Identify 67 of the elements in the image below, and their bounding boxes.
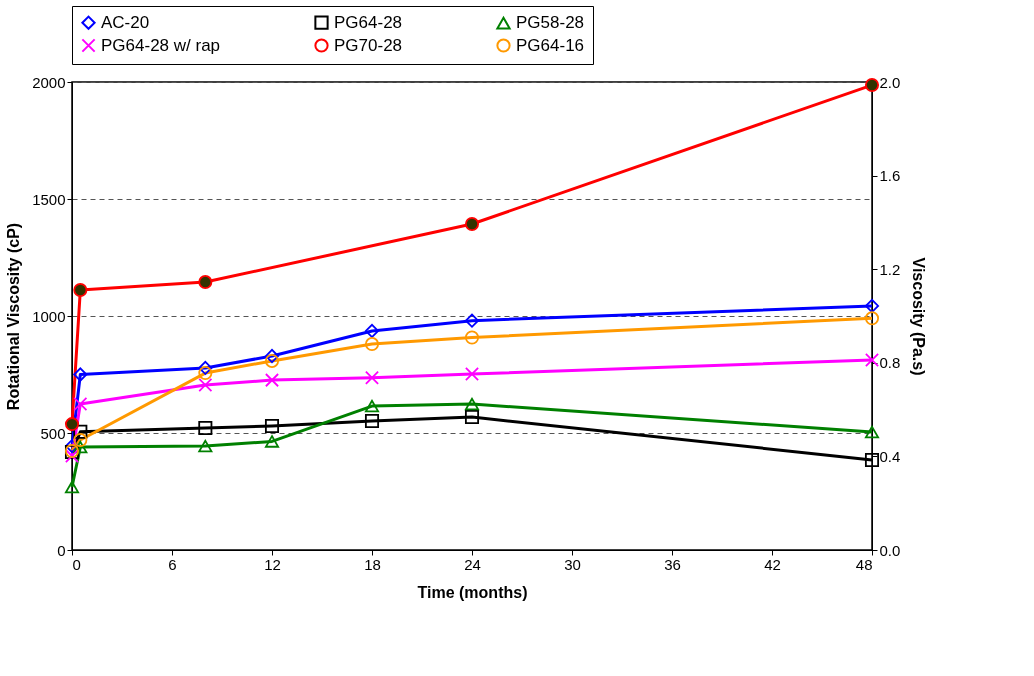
point bbox=[73, 424, 88, 439]
point bbox=[264, 435, 280, 448]
y2-tick-label: 2.0 bbox=[879, 73, 901, 91]
point bbox=[864, 311, 880, 326]
x-tick-label: 24 bbox=[464, 555, 481, 573]
legend-label: PG64-28 w/ rap bbox=[101, 35, 221, 55]
point bbox=[73, 283, 88, 298]
point bbox=[198, 439, 213, 453]
y2-tick-label: 1.2 bbox=[879, 260, 901, 278]
point bbox=[264, 353, 280, 368]
point bbox=[464, 367, 480, 382]
point bbox=[464, 217, 480, 232]
y2-tick-label: 1.6 bbox=[879, 167, 901, 185]
point bbox=[364, 370, 380, 385]
point bbox=[864, 78, 880, 93]
legend-label: PG64-16 bbox=[516, 35, 585, 55]
x-tick-label: 12 bbox=[264, 555, 281, 573]
point bbox=[73, 433, 88, 448]
x-tick-label: 0 bbox=[72, 555, 81, 573]
point bbox=[864, 452, 880, 467]
point bbox=[64, 439, 80, 454]
point bbox=[198, 275, 213, 290]
point bbox=[364, 323, 380, 338]
y2-tick-label: 0.0 bbox=[879, 541, 901, 559]
legend-label: AC-20 bbox=[101, 12, 150, 32]
point bbox=[198, 360, 213, 375]
point bbox=[364, 399, 380, 413]
point bbox=[198, 378, 213, 393]
point bbox=[64, 480, 80, 494]
y-tick-label: 0 bbox=[57, 541, 66, 559]
legend-label: PG70-28 bbox=[334, 35, 403, 55]
point bbox=[364, 337, 380, 352]
y2-tick-label: 0.4 bbox=[879, 447, 901, 465]
point bbox=[864, 425, 880, 439]
point bbox=[864, 352, 880, 368]
point bbox=[264, 373, 280, 388]
legend-label: PG64-28 bbox=[334, 12, 403, 32]
y-tick-label: 1500 bbox=[32, 190, 66, 208]
point bbox=[73, 367, 88, 382]
point bbox=[73, 396, 88, 412]
point bbox=[64, 417, 80, 432]
point bbox=[364, 414, 380, 429]
x-axis-title: Time (months) bbox=[417, 583, 528, 601]
point bbox=[464, 410, 480, 425]
y-tick-label: 1000 bbox=[32, 307, 66, 325]
y-tick-label: 500 bbox=[40, 424, 66, 442]
point bbox=[464, 313, 480, 328]
point bbox=[198, 421, 213, 436]
x-tick-label: 6 bbox=[168, 555, 177, 573]
point bbox=[464, 330, 480, 345]
y-axis-title: Rotational Viscosity (cP) bbox=[5, 222, 23, 411]
point bbox=[464, 397, 480, 411]
point bbox=[264, 418, 280, 433]
y-tick-label: 2000 bbox=[32, 73, 66, 91]
point bbox=[73, 440, 88, 454]
x-tick-label: 42 bbox=[764, 555, 781, 573]
legend-label: PG58-28 bbox=[516, 13, 585, 33]
x-tick-label: 36 bbox=[664, 555, 681, 573]
y2-axis-title: Viscosity (Pa.s) bbox=[910, 257, 928, 376]
point bbox=[864, 298, 880, 313]
y2-tick-label: 0.8 bbox=[879, 354, 901, 372]
x-tick-label: 18 bbox=[364, 555, 381, 573]
point bbox=[264, 348, 280, 364]
point bbox=[198, 366, 213, 381]
x-tick-label: 30 bbox=[564, 555, 581, 573]
point bbox=[64, 448, 80, 463]
x-tick-label: 48 bbox=[855, 555, 873, 573]
